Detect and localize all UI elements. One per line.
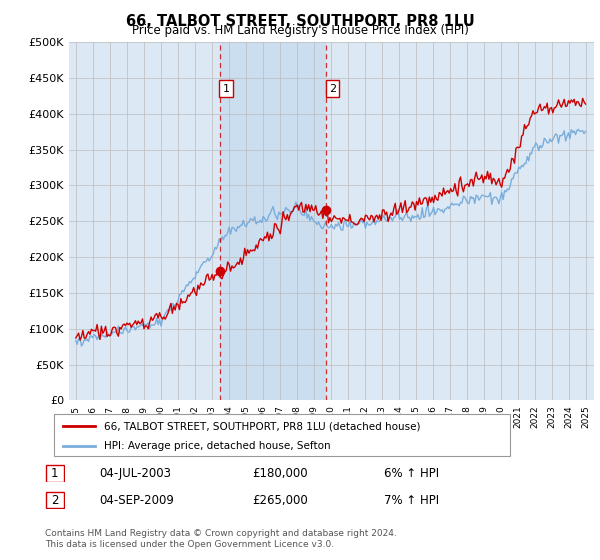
Text: 04-SEP-2009: 04-SEP-2009 xyxy=(99,493,174,507)
Bar xyxy=(220,42,326,400)
Text: 66, TALBOT STREET, SOUTHPORT, PR8 1LU (detached house): 66, TALBOT STREET, SOUTHPORT, PR8 1LU (d… xyxy=(104,421,421,431)
FancyBboxPatch shape xyxy=(46,492,64,508)
Text: 66, TALBOT STREET, SOUTHPORT, PR8 1LU: 66, TALBOT STREET, SOUTHPORT, PR8 1LU xyxy=(125,14,475,29)
Text: HPI: Average price, detached house, Sefton: HPI: Average price, detached house, Seft… xyxy=(104,441,331,451)
Text: £180,000: £180,000 xyxy=(252,466,308,480)
Text: £265,000: £265,000 xyxy=(252,493,308,507)
Text: Price paid vs. HM Land Registry's House Price Index (HPI): Price paid vs. HM Land Registry's House … xyxy=(131,24,469,36)
Text: 7% ↑ HPI: 7% ↑ HPI xyxy=(384,493,439,507)
Text: 04-JUL-2003: 04-JUL-2003 xyxy=(99,466,171,480)
Text: 2: 2 xyxy=(329,83,336,94)
FancyBboxPatch shape xyxy=(46,465,64,482)
FancyBboxPatch shape xyxy=(54,414,510,456)
Text: 2: 2 xyxy=(51,493,59,507)
Text: 1: 1 xyxy=(223,83,230,94)
Text: Contains HM Land Registry data © Crown copyright and database right 2024.
This d: Contains HM Land Registry data © Crown c… xyxy=(45,529,397,549)
Text: 6% ↑ HPI: 6% ↑ HPI xyxy=(384,466,439,480)
Text: 1: 1 xyxy=(51,466,59,480)
